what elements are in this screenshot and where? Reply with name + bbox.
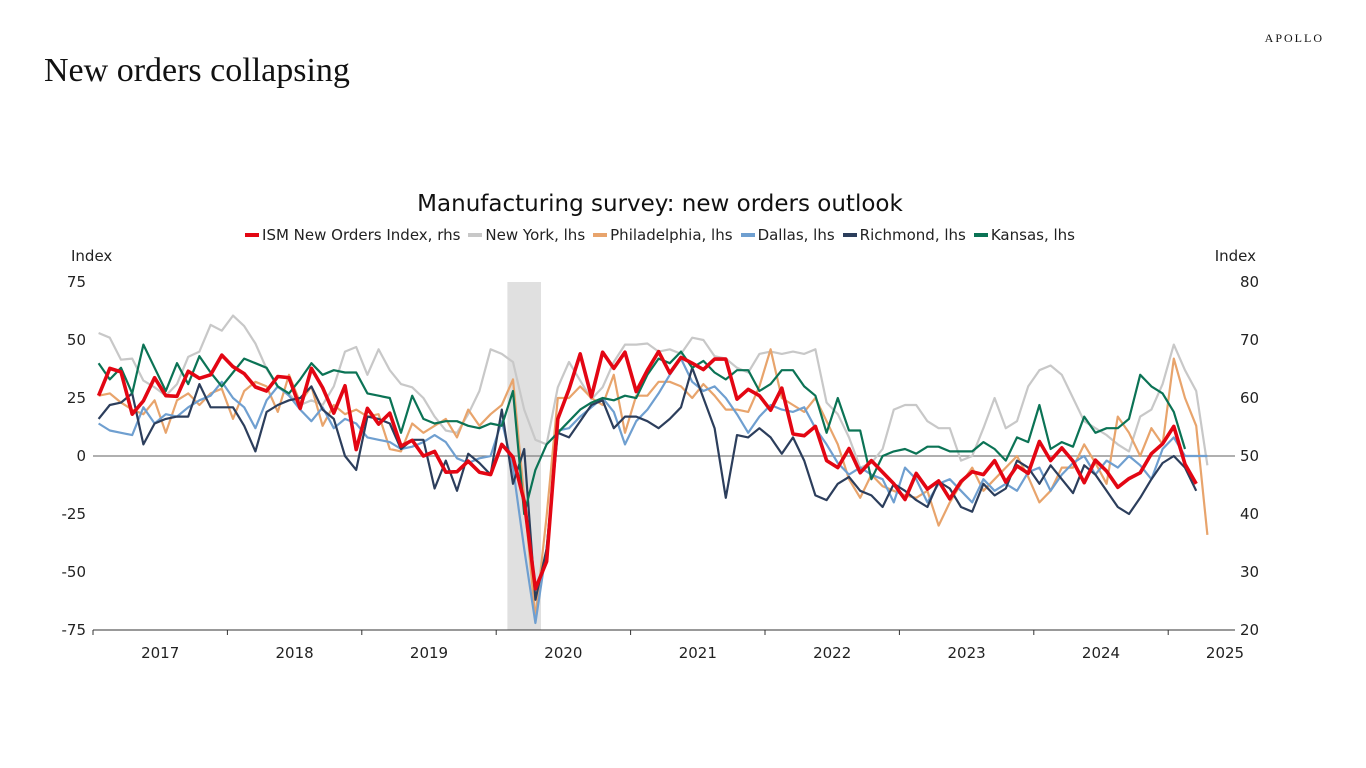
y-left-tick-label: -25	[62, 505, 87, 523]
legend-label: Richmond, lhs	[859, 226, 966, 244]
y-right-tick-label: 40	[1240, 505, 1259, 523]
y-left-tick-label: 25	[67, 389, 86, 407]
y-left-axis-label: Index	[71, 247, 112, 265]
x-tick-label: 2019	[410, 644, 448, 662]
chart-title: Manufacturing survey: new orders outlook	[417, 191, 903, 217]
y-left-tick-label: 0	[76, 447, 86, 465]
x-tick-label: 2023	[948, 644, 986, 662]
legend-label: New York, lhs	[485, 226, 586, 244]
legend-swatch	[593, 233, 608, 237]
legend-swatch	[740, 233, 755, 237]
legend-swatch	[468, 233, 483, 237]
legend-item-richmond: Richmond, lhs	[842, 226, 966, 244]
legend-item-new-york: New York, lhs	[468, 226, 585, 244]
series-line-philadelphia	[98, 348, 1209, 620]
legend-label: Dallas, lhs	[757, 226, 835, 244]
legend-item-dallas: Dallas, lhs	[740, 226, 835, 244]
y-left-tick-label: -75	[62, 621, 87, 639]
series-line-dallas	[98, 357, 1208, 625]
y-right-tick-label: 70	[1240, 331, 1259, 349]
series-line-kansas	[97, 343, 1187, 516]
y-left-tick-label: -50	[62, 563, 87, 581]
x-tick-label: 2022	[813, 644, 851, 662]
y-right-tick-label: 80	[1240, 273, 1259, 291]
x-tick-label: 2025	[1206, 644, 1244, 662]
legend-swatch	[842, 233, 857, 237]
x-tick-label: 2024	[1082, 644, 1120, 662]
legend-item-philadelphia: Philadelphia, lhs	[593, 226, 733, 244]
y-left-tick-label: 75	[67, 273, 86, 291]
brand-logo: APOLLO	[1264, 31, 1324, 45]
x-tick-label: 2021	[679, 644, 717, 662]
y-right-axis-label: Index	[1215, 247, 1256, 265]
legend-label: Kansas, lhs	[990, 226, 1075, 244]
legend-label: Philadelphia, lhs	[610, 226, 733, 244]
x-tick-label: 2020	[544, 644, 582, 662]
legend-item-ism-new-orders-index: ISM New Orders Index, rhs	[245, 226, 460, 244]
y-right-tick-label: 50	[1240, 447, 1259, 465]
y-right-tick-label: 30	[1240, 563, 1259, 581]
legend-swatch	[973, 233, 988, 237]
page-title: New orders collapsing	[44, 52, 350, 89]
x-tick-label: 2018	[276, 644, 314, 662]
chart-legend: ISM New Orders Index, rhs New York, lhs Ph…	[0, 226, 1320, 244]
legend-item-kansas: Kansas, lhs	[973, 226, 1075, 244]
legend-label: ISM New Orders Index, rhs	[262, 226, 461, 244]
x-tick-label: 2017	[141, 644, 179, 662]
legend-swatch	[245, 233, 260, 237]
y-right-tick-label: 60	[1240, 389, 1259, 407]
y-left-tick-label: 50	[67, 331, 86, 349]
y-right-tick-label: 20	[1240, 621, 1259, 639]
series-line-ism-new-orders-index	[96, 349, 1198, 591]
